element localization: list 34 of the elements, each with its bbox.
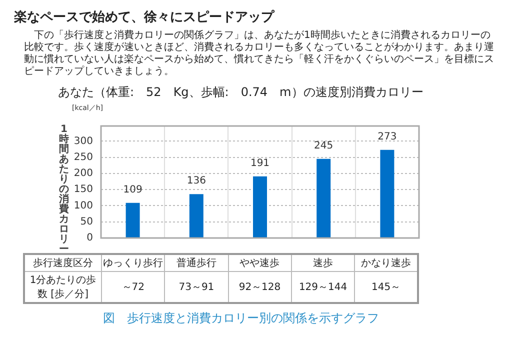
chart-subtitle: あなた（体重: 52 Kg、歩幅: 0.74 m）の速度別消費カロリー	[58, 84, 424, 101]
x-tick-label: 普通歩行	[164, 254, 228, 272]
x-tick-label: かなり速歩	[354, 254, 418, 272]
data-label: 245	[314, 140, 334, 152]
text: 73～91	[164, 272, 228, 303]
y-tick-label: 100	[74, 200, 93, 212]
text: 92～128	[228, 272, 292, 303]
y-tick-label: 300	[74, 136, 93, 147]
bar	[316, 158, 331, 238]
data-label: 191	[250, 158, 270, 169]
chart-title: 楽なペースで始めて、徐々にスピードアップ	[14, 8, 276, 26]
x-tick-label: ゆっくり歩行	[102, 254, 165, 272]
y-tick-label: 0	[86, 232, 93, 244]
text: 下の「歩行速度と消費カロリーの関係グラフ」は、あなたが1時間歩いたときに消費されるカロリーの比較です。歩く速度が速いときほど、消費されるカロリーも多くなっていることがわかります。あまり運動に慣れていない人は楽なペースから始めて、慣れてきたら「軽く汗をかくぐらいのペース」を目標にスピードアップしていきましょう。	[24, 30, 494, 78]
x-tick-label: 速歩	[291, 254, 355, 272]
y-tick-label: 250	[74, 152, 93, 163]
text: 図 歩行速度と消費カロリー別の関係を示すグラフ	[103, 310, 380, 327]
text: 1分あたりの歩数 [歩／分]	[24, 272, 102, 303]
data-label: 273	[378, 131, 397, 142]
text: 129～144	[291, 272, 355, 303]
bar	[189, 194, 204, 238]
text: 145～	[354, 272, 418, 303]
text: 1時間あたりの消費カロリー	[59, 124, 69, 255]
bar	[126, 202, 140, 238]
bar	[253, 176, 267, 238]
bar	[380, 150, 394, 238]
y-tick-label: 50	[80, 216, 93, 228]
y-tick-label: 200	[74, 168, 93, 180]
y-tick-label: 150	[74, 184, 93, 196]
data-label: 136	[186, 176, 206, 187]
text: ～72	[102, 272, 165, 303]
x-axis-title: 歩行速度区分	[24, 254, 102, 272]
data-label: 109	[123, 184, 142, 196]
x-tick-label: やや速歩	[228, 254, 292, 272]
